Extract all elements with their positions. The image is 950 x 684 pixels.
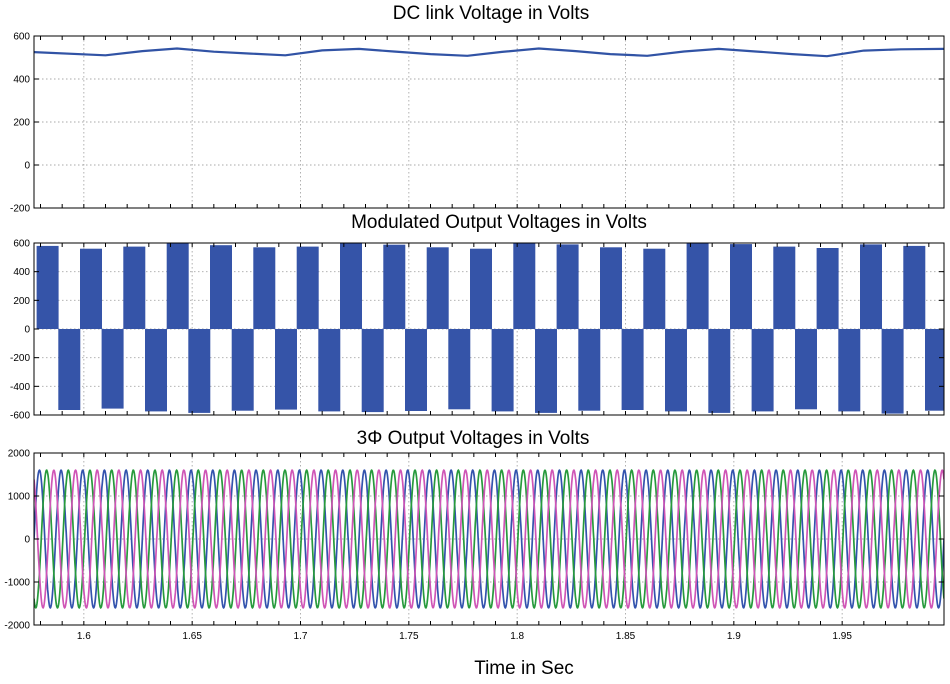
positive-pulse-block bbox=[773, 246, 796, 329]
negative-pulse-block bbox=[838, 329, 861, 412]
positive-pulse-block bbox=[123, 246, 146, 329]
x-tick-label: 1.7 bbox=[294, 631, 308, 642]
dc-link-voltage-line bbox=[34, 47, 944, 58]
negative-pulse-block bbox=[665, 329, 687, 412]
negative-pulse-block bbox=[795, 329, 817, 410]
panel-2: -600 -400 -200 0 200 400 600 bbox=[10, 239, 945, 422]
positive-pulse-block bbox=[513, 243, 536, 329]
negative-pulse-block bbox=[58, 329, 81, 410]
negative-pulse-block bbox=[405, 329, 427, 411]
panel1-title: DC link Voltage in Volts bbox=[393, 3, 589, 24]
positive-pulse-block bbox=[860, 244, 882, 329]
y-tick-label: 0 bbox=[24, 325, 30, 336]
y-tick-label: -200 bbox=[10, 204, 30, 215]
negative-pulse-block bbox=[145, 329, 167, 412]
x-tick-label: 1.8 bbox=[510, 631, 524, 642]
positive-pulse-block bbox=[470, 248, 492, 329]
x-tick-label: 1.85 bbox=[616, 631, 636, 642]
panel3-title: 3Φ Output Voltages in Volts bbox=[357, 428, 590, 449]
positive-pulse-block bbox=[340, 243, 362, 329]
y-tick-label: 400 bbox=[13, 75, 30, 86]
x-tick-label: 1.75 bbox=[399, 631, 419, 642]
x-axis-label: Time in Sec bbox=[474, 658, 574, 679]
positive-pulse-block bbox=[556, 244, 579, 329]
negative-pulse-block bbox=[231, 329, 254, 411]
data-layer bbox=[36, 243, 944, 414]
y-tick-label: 0 bbox=[24, 535, 30, 546]
negative-pulse-block bbox=[361, 329, 384, 413]
positive-pulse-block bbox=[383, 244, 406, 329]
negative-pulse-block bbox=[188, 329, 211, 413]
negative-pulse-block bbox=[101, 329, 124, 409]
positive-pulse-block bbox=[166, 243, 189, 329]
y-tick-label: 1000 bbox=[8, 492, 31, 503]
negative-pulse-block bbox=[448, 329, 471, 410]
negative-pulse-block bbox=[491, 329, 514, 412]
positive-pulse-block bbox=[36, 245, 59, 329]
x-tick-label: 1.95 bbox=[832, 631, 852, 642]
negative-pulse-block bbox=[621, 329, 644, 410]
y-tick-label: 400 bbox=[13, 267, 30, 278]
y-tick-label: -2000 bbox=[4, 621, 30, 632]
y-tick-label: 0 bbox=[24, 161, 30, 172]
negative-pulse-block bbox=[925, 329, 944, 411]
phase-b-line bbox=[34, 469, 944, 609]
y-tick-label: 600 bbox=[13, 32, 30, 43]
y-tick-label: -400 bbox=[10, 382, 30, 393]
positive-pulse-block bbox=[80, 248, 102, 329]
positive-pulse-block bbox=[903, 245, 926, 329]
positive-pulse-block bbox=[686, 243, 709, 329]
x-tick-label: 1.65 bbox=[182, 631, 202, 642]
positive-pulse-block bbox=[253, 247, 276, 329]
negative-pulse-block bbox=[535, 329, 557, 413]
panel2-title: Modulated Output Voltages in Volts bbox=[351, 212, 647, 233]
negative-pulse-block bbox=[708, 329, 731, 413]
positive-pulse-block bbox=[210, 245, 232, 329]
x-tick-label: 1.6 bbox=[77, 631, 91, 642]
plots-layer: -2000200400600-600-400-2000200400600-200… bbox=[4, 32, 945, 642]
positive-pulse-block bbox=[600, 247, 622, 329]
y-tick-label: -600 bbox=[10, 411, 30, 422]
negative-pulse-block bbox=[275, 329, 297, 410]
phase-c-line bbox=[34, 469, 944, 609]
negative-pulse-block bbox=[881, 329, 904, 414]
positive-pulse-block bbox=[816, 248, 839, 329]
negative-pulse-block bbox=[318, 329, 341, 412]
panel-3: -2000 -1000 0 1000 2000 1.6 1.65 1.7 1.75 1.8 1.85… bbox=[4, 449, 945, 642]
positive-pulse-block bbox=[296, 246, 319, 329]
negative-pulse-block bbox=[578, 329, 601, 411]
y-tick-label: 600 bbox=[13, 239, 30, 250]
y-tick-label: 2000 bbox=[8, 449, 31, 460]
negative-pulse-block bbox=[751, 329, 774, 412]
data-layer bbox=[34, 468, 944, 610]
phase-a-line bbox=[34, 468, 944, 610]
y-tick-label: 200 bbox=[13, 296, 30, 307]
x-tick-label: 1.9 bbox=[727, 631, 741, 642]
y-tick-label: -200 bbox=[10, 353, 30, 364]
panel-1: -200 0 200 400 600 bbox=[10, 32, 945, 215]
data-layer bbox=[34, 47, 944, 58]
y-tick-label: -1000 bbox=[4, 578, 30, 589]
positive-pulse-block bbox=[643, 248, 666, 329]
positive-pulse-block bbox=[426, 247, 449, 329]
y-tick-label: 200 bbox=[13, 118, 30, 129]
positive-pulse-block bbox=[730, 244, 752, 329]
plot-area bbox=[34, 36, 944, 208]
